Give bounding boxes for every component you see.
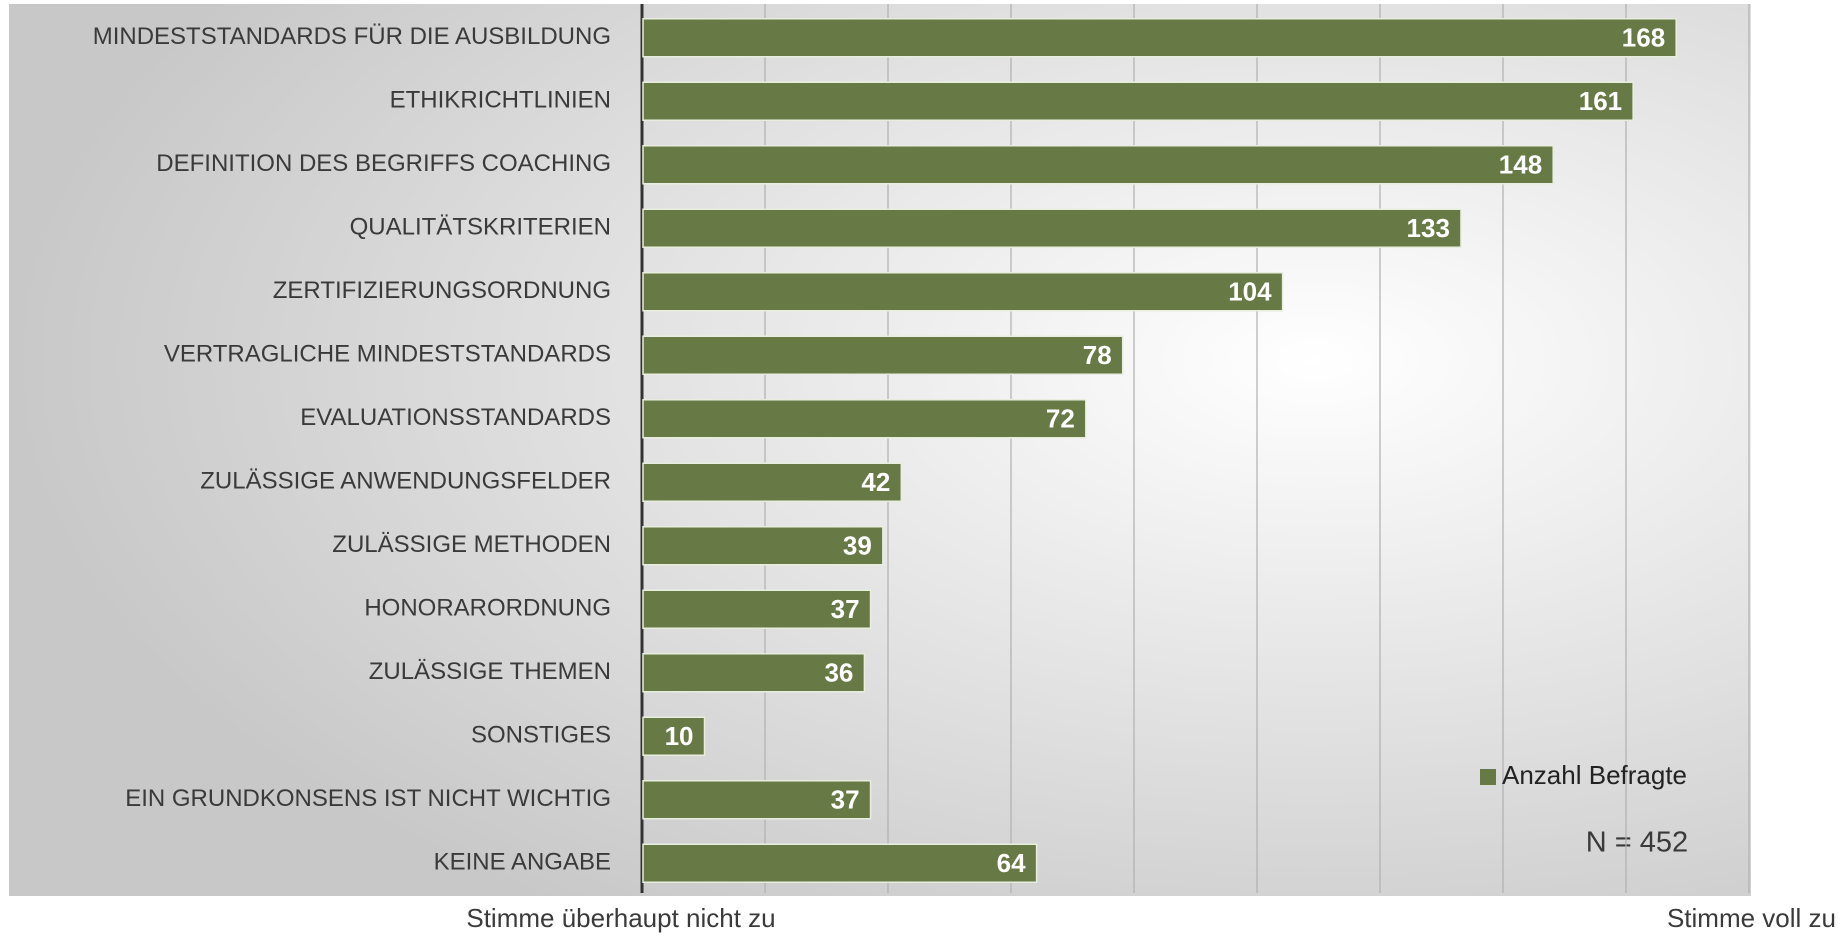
data-label: 72 — [1046, 404, 1075, 434]
y-tick-label: ZULÄSSIGE THEMEN — [369, 658, 611, 685]
bar — [642, 716, 706, 756]
y-tick-label: SONSTIGES — [471, 722, 611, 749]
bar — [642, 589, 872, 629]
y-tick-label: ZERTIFIZIERUNGSORDNUNG — [273, 277, 611, 304]
bar — [642, 462, 903, 502]
data-label: 168 — [1622, 23, 1665, 53]
axis-right-label: Stimme voll zu — [1667, 903, 1836, 933]
y-tick-label: ZULÄSSIGE ANWENDUNGSFELDER — [200, 468, 611, 495]
y-tick-label: DEFINITION DES BEGRIFFS COACHING — [156, 150, 611, 177]
data-label: 161 — [1579, 86, 1622, 116]
data-label: 36 — [824, 658, 853, 688]
chart-background — [9, 4, 1751, 896]
bar — [642, 81, 1634, 121]
data-label: 37 — [831, 594, 860, 624]
data-label: 64 — [997, 848, 1026, 878]
y-tick-label: VERTRAGLICHE MINDESTSTANDARDS — [164, 341, 611, 368]
data-label: 37 — [831, 785, 860, 815]
y-tick-label: EVALUATIONSSTANDARDS — [300, 404, 611, 431]
data-label: 78 — [1083, 340, 1112, 370]
data-label: 10 — [665, 721, 694, 751]
y-tick-label: ETHIKRICHTLINIEN — [390, 87, 611, 114]
bar — [642, 653, 866, 693]
y-tick-label: EIN GRUNDKONSENS IST NICHT WICHTIG — [125, 785, 611, 812]
bar — [642, 208, 1462, 248]
annotation: N = 452 — [1586, 827, 1688, 859]
data-label: 39 — [843, 531, 872, 561]
bar — [642, 780, 872, 820]
bar — [642, 526, 884, 566]
data-label: 104 — [1228, 277, 1272, 307]
axis-left-label: Stimme überhaupt nicht zu — [466, 903, 775, 933]
y-tick-label: HONORARORDNUNG — [364, 595, 611, 622]
data-label: 148 — [1499, 150, 1542, 180]
data-label: 133 — [1407, 213, 1450, 243]
legend-label: Anzahl Befragte — [1502, 760, 1687, 790]
legend-swatch — [1480, 769, 1496, 785]
y-tick-label: KEINE ANGABE — [434, 849, 611, 876]
bar — [642, 18, 1677, 58]
bar — [642, 335, 1124, 375]
y-tick-label: MINDESTSTANDARDS FÜR DIE AUSBILDUNG — [93, 23, 611, 50]
bar — [642, 272, 1284, 312]
bar — [642, 145, 1554, 185]
y-tick-label: ZULÄSSIGE METHODEN — [332, 531, 611, 558]
bar — [642, 843, 1038, 883]
data-label: 42 — [861, 467, 890, 497]
y-tick-label: QUALITÄTSKRITERIEN — [350, 214, 611, 241]
bar — [642, 399, 1087, 439]
